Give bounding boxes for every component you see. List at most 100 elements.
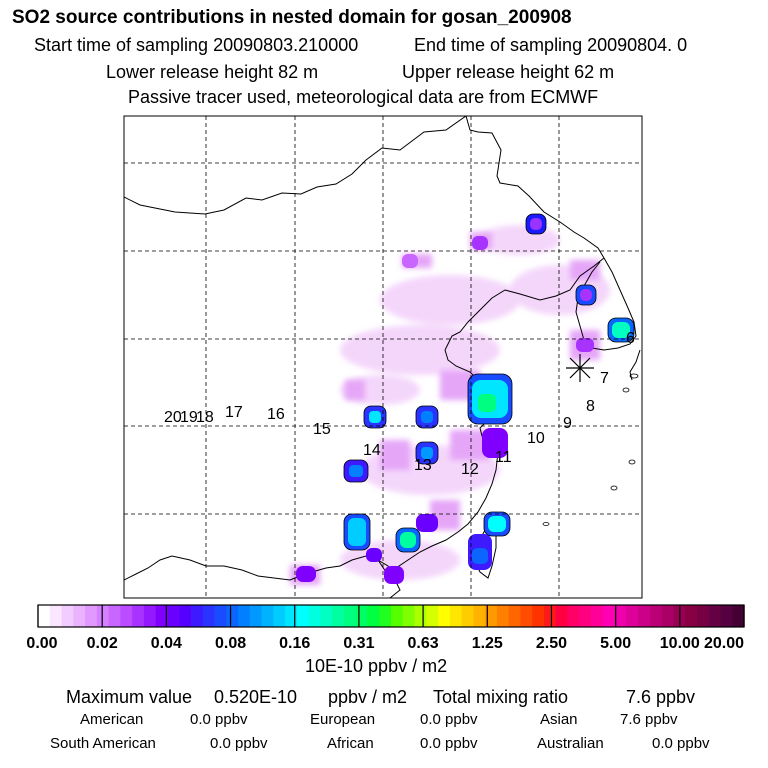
color-scale-cell <box>320 605 333 627</box>
trajectory-labels: 6 7 8 9 10 11 12 13 14 15 16 17 18 19 20 <box>164 330 635 478</box>
color-scale-label: 1.25 <box>472 635 503 652</box>
color-scale-cell <box>426 605 439 627</box>
color-scale-cell <box>449 605 463 627</box>
region-value: 0.0 ppbv <box>652 735 710 752</box>
color-scale-cell <box>661 605 674 627</box>
color-scale-cell <box>214 605 227 627</box>
region-name: African <box>327 735 374 752</box>
trajectory-label: 12 <box>461 461 479 478</box>
trajectory-label: 20 <box>164 409 182 426</box>
color-scale-label: 5.00 <box>600 635 631 652</box>
color-scale-label: 0.31 <box>343 635 374 652</box>
color-scale-label: 0.04 <box>151 635 182 652</box>
color-scale-cell <box>614 605 627 627</box>
color-scale-cell <box>532 605 545 627</box>
color-scale-cell <box>202 605 216 627</box>
color-scale-cell <box>591 605 604 627</box>
color-scale-cell <box>132 605 145 627</box>
color-scale-cell <box>261 605 274 627</box>
color-scale-cell <box>720 605 733 627</box>
color-scale-cell <box>638 605 651 627</box>
region-name: Asian <box>540 711 578 728</box>
color-scale-cell <box>696 605 710 627</box>
color-scale-cell <box>238 605 251 627</box>
color-scale-cell <box>285 605 298 627</box>
color-scale-cell <box>473 605 486 627</box>
color-scale-cell <box>685 605 698 627</box>
upper-release-label: Upper release height 62 m <box>402 62 615 82</box>
color-scale-cell <box>155 605 169 627</box>
color-scale-cell <box>579 605 592 627</box>
color-scale-cell <box>461 605 474 627</box>
color-scale-cell <box>190 605 204 627</box>
start-time-label: Start time of sampling 20090803.210000 <box>34 35 359 55</box>
color-scale-cell <box>226 605 239 627</box>
max-value-unit: ppbv / m2 <box>328 687 408 707</box>
trajectory-label: 10 <box>527 430 545 447</box>
color-scale-cell <box>555 605 569 627</box>
trajectory-label: 15 <box>313 421 331 438</box>
receptor-marker-icon <box>566 354 594 382</box>
data-source-note: Passive tracer used, meteorological data… <box>128 87 599 107</box>
color-scale-cell <box>626 605 639 627</box>
islands <box>542 373 639 526</box>
color-scale-cells <box>38 605 745 627</box>
lower-release-label: Lower release height 82 m <box>106 62 319 82</box>
color-scale-cell <box>508 605 522 627</box>
trajectory-label: 19 <box>180 409 198 426</box>
color-scale-cell <box>85 605 98 627</box>
region-value: 0.0 ppbv <box>190 711 248 728</box>
color-scale-label: 20.00 <box>704 635 744 652</box>
color-scale-cell <box>49 605 63 627</box>
region-name: South American <box>50 735 156 752</box>
color-scale-cell <box>38 605 51 627</box>
trajectory-label: 11 <box>495 449 512 466</box>
max-value: 0.520E-10 <box>214 687 298 707</box>
color-scale-cell <box>249 605 263 627</box>
trajectory-label: 7 <box>600 370 609 387</box>
color-scale-label: 0.02 <box>87 635 118 652</box>
color-scale-cell <box>496 605 510 627</box>
total-mixing-label: Total mixing ratio <box>433 687 569 707</box>
color-scale-cell <box>179 605 192 627</box>
region-value: 0.0 ppbv <box>420 711 478 728</box>
total-mixing-value: 7.6 ppbv <box>626 687 696 707</box>
color-scale-cell <box>343 605 357 627</box>
end-time-label: End time of sampling 20090804. 0 <box>414 35 688 55</box>
color-scale-cell <box>367 605 380 627</box>
color-scale-cell <box>143 605 157 627</box>
trajectory-label: 9 <box>563 415 572 432</box>
region-value: 7.6 ppbv <box>620 711 678 728</box>
color-scale-cell <box>438 605 451 627</box>
color-scale-label: 0.00 <box>26 635 57 652</box>
region-name: Australian <box>537 735 604 752</box>
color-scale-cell <box>355 605 369 627</box>
color-scale-cell <box>167 605 180 627</box>
region-value: 0.0 ppbv <box>420 735 478 752</box>
trajectory-label: 18 <box>196 409 214 426</box>
max-value-label: Maximum value <box>66 687 193 707</box>
color-scale-label: 10.00 <box>660 635 700 652</box>
color-scale-cell <box>567 605 580 627</box>
color-scale-cell <box>120 605 133 627</box>
color-scale-cell <box>708 605 722 627</box>
color-scale-cell <box>332 605 345 627</box>
color-scale-cell <box>61 605 74 627</box>
color-scale-cell <box>402 605 416 627</box>
trajectory-label: 14 <box>363 442 381 459</box>
source-hotspots <box>296 213 635 584</box>
region-name: American <box>80 711 144 728</box>
trajectory-label: 6 <box>626 330 635 347</box>
color-scale-cell <box>732 605 745 627</box>
color-scale-label: 0.63 <box>408 635 439 652</box>
color-scale-label: 0.08 <box>215 635 246 652</box>
color-scale-cell <box>379 605 392 627</box>
region-value: 0.0 ppbv <box>210 735 268 752</box>
color-scale-cell <box>520 605 533 627</box>
trajectory-label: 13 <box>414 457 432 474</box>
color-scale-label: 0.16 <box>279 635 310 652</box>
trajectory-label: 8 <box>586 398 595 415</box>
chart-title: SO2 source contributions in nested domai… <box>12 7 572 28</box>
